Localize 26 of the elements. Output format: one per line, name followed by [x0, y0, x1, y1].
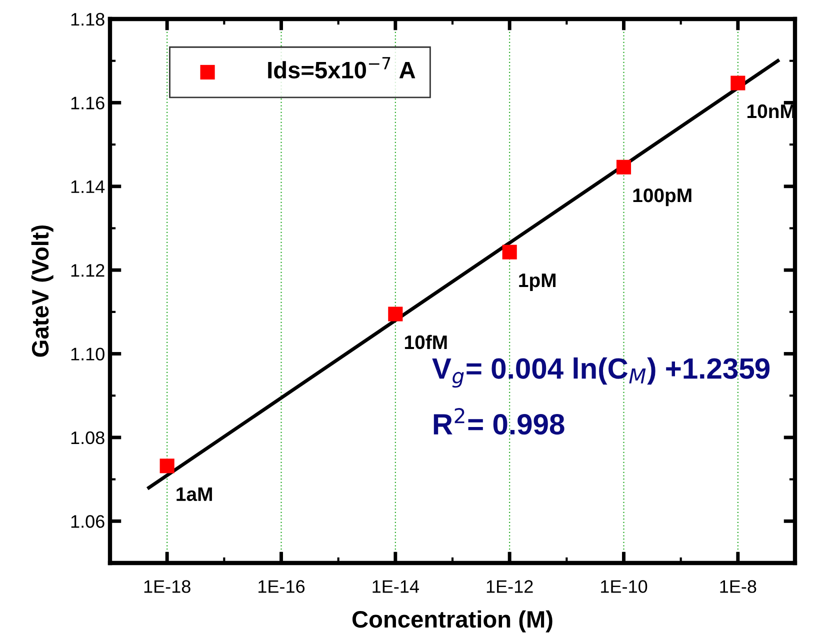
annotation: 1aM — [176, 487, 212, 502]
annotation: 10fM — [404, 334, 447, 350]
annotation: R$^{2}$= 0.998 — [434, 408, 564, 435]
legend-label: Ids=5x10$^{−7}$ A — [268, 57, 416, 78]
annotation: 100pM — [633, 188, 692, 206]
y-tick-label: 1.16 — [71, 96, 104, 110]
point — [502, 244, 517, 260]
y-tick-label: 1.10 — [71, 348, 104, 360]
y-tick-label: 1.08 — [71, 431, 104, 444]
y-axis-title: GateV (Volt) — [31, 225, 54, 357]
point — [388, 306, 403, 322]
x-tick-label: 1E-12 — [486, 580, 533, 593]
x-tick-label: 1E-18 — [144, 580, 190, 593]
x-axis-title: Concentration (M) — [352, 610, 552, 632]
x-tick-label: 1E-16 — [258, 580, 305, 593]
y-tick-label: 1.06 — [71, 515, 104, 528]
point — [730, 76, 746, 90]
annotation: V$_{g}$= 0.004 ln(C$_{M}$) +1.2359 — [432, 357, 770, 388]
annotation: 1pM — [519, 274, 556, 292]
x-tick-label: 1E-8 — [720, 580, 756, 593]
x-tick-label: 1E-14 — [372, 580, 419, 593]
y-tick-label: 1.12 — [71, 264, 104, 277]
y-tick-label: 1.14 — [71, 180, 105, 193]
y-tick-label: 1.18 — [71, 12, 104, 26]
x-tick-label: 1E-10 — [601, 580, 648, 593]
point — [616, 160, 632, 174]
